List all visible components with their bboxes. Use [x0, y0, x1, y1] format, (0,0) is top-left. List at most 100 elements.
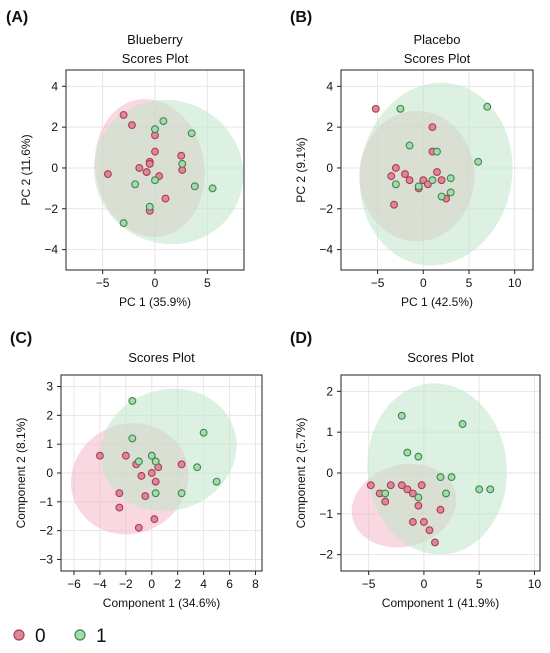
- series-1: [381, 411, 495, 502]
- series-0: [371, 104, 451, 209]
- chart-panel-2: (C) Scores Plot −6 −4 −2 0 2 4 6 8 −3 −2 −1 0 1 2 3 Compo…: [10, 330, 263, 610]
- chart-title: Scores Plot: [122, 51, 189, 66]
- data-point: [403, 448, 412, 457]
- data-point: [414, 452, 423, 461]
- data-point: [433, 147, 441, 156]
- y-tick-label: 0: [51, 161, 58, 175]
- data-point: [391, 164, 400, 172]
- data-point: [386, 481, 395, 490]
- x-tick-label: 10: [528, 577, 542, 591]
- data-point: [128, 396, 137, 405]
- data-point: [128, 121, 136, 130]
- series-0: [366, 481, 445, 547]
- data-point: [121, 451, 130, 460]
- y-tick-label: 0: [326, 161, 333, 175]
- x-tick-label: 5: [466, 276, 473, 290]
- data-point: [212, 477, 221, 486]
- legend-marker: [13, 629, 25, 641]
- x-tick-label: 0: [148, 577, 155, 591]
- y-tick-label: −3: [39, 552, 53, 566]
- y-axis-label: PC 2 (9.1%): [294, 137, 308, 202]
- data-point: [486, 485, 495, 494]
- y-tick-label: −1: [319, 507, 333, 521]
- data-point: [446, 188, 455, 197]
- data-point: [397, 481, 406, 490]
- data-point: [381, 489, 390, 498]
- data-point: [134, 457, 143, 466]
- data-point: [161, 194, 170, 203]
- chart-title: Scores Plot: [404, 51, 471, 66]
- data-point: [414, 501, 423, 510]
- data-point: [178, 159, 187, 168]
- data-point: [177, 460, 186, 469]
- data-point: [381, 497, 390, 506]
- data-point: [447, 473, 456, 482]
- data-point: [159, 117, 168, 125]
- data-point: [371, 104, 380, 113]
- panel-label: (B): [290, 9, 312, 26]
- x-axis-label: Component 1 (34.6%): [103, 596, 220, 610]
- legend-item-1: 1: [74, 626, 107, 647]
- series-1: [391, 102, 492, 201]
- data-point: [103, 170, 112, 179]
- data-point: [475, 485, 484, 494]
- x-tick-label: 5: [204, 276, 211, 290]
- y-tick-label: −2: [44, 202, 58, 216]
- x-axis-label: Component 1 (41.9%): [382, 596, 499, 610]
- data-point: [366, 481, 375, 490]
- y-tick-label: 4: [51, 79, 58, 93]
- data-point: [208, 184, 217, 193]
- data-point: [437, 176, 446, 185]
- x-tick-label: −5: [362, 577, 376, 591]
- data-point: [408, 518, 417, 526]
- x-axis-label: PC 1 (42.5%): [401, 295, 473, 309]
- data-point: [147, 469, 156, 477]
- data-point: [151, 125, 159, 134]
- chart-panel-0: (A) Blueberry Scores Plot −5 0 5 −4 −2 0 2 4 PC 1 (…: [6, 9, 245, 309]
- data-point: [391, 180, 400, 189]
- data-point: [390, 200, 398, 209]
- data-point: [119, 110, 128, 119]
- data-point: [425, 526, 434, 535]
- y-tick-label: 1: [326, 425, 333, 439]
- data-point: [433, 168, 441, 176]
- chart-panel-3: (D) Scores Plot −5 0 5 10 −2 −1 0 1 2 Component 1 (…: [290, 330, 541, 610]
- y-tick-label: −4: [44, 243, 58, 257]
- y-tick-label: 2: [51, 120, 58, 134]
- data-point: [145, 202, 154, 211]
- confidence-ellipses: [70, 388, 237, 535]
- data-point: [190, 182, 199, 191]
- data-point: [431, 538, 439, 547]
- y-tick-label: 2: [46, 408, 53, 422]
- data-point: [135, 164, 144, 172]
- data-point: [436, 505, 445, 514]
- x-tick-label: −5: [371, 276, 385, 290]
- data-point: [414, 182, 423, 191]
- y-tick-label: 0: [46, 466, 53, 480]
- data-point: [128, 434, 137, 443]
- data-point: [193, 463, 202, 472]
- x-tick-label: 5: [476, 577, 483, 591]
- x-tick-label: 4: [200, 577, 207, 591]
- y-tick-label: −2: [319, 548, 333, 562]
- data-point: [115, 489, 124, 498]
- data-point: [145, 159, 154, 168]
- data-point: [474, 157, 483, 166]
- data-point: [151, 477, 160, 486]
- y-tick-label: 0: [326, 466, 333, 480]
- data-point: [142, 168, 151, 176]
- y-tick-label: 4: [326, 79, 333, 93]
- x-tick-label: −2: [119, 577, 133, 591]
- data-point: [199, 428, 208, 437]
- legend-label: 1: [96, 626, 107, 647]
- x-tick-label: −6: [67, 577, 81, 591]
- x-tick-label: 6: [226, 577, 233, 591]
- x-tick-label: 0: [421, 577, 428, 591]
- data-point: [141, 492, 150, 501]
- data-point: [131, 180, 140, 189]
- y-tick-label: 1: [46, 437, 53, 451]
- chart-title: Placebo: [414, 32, 461, 47]
- data-point: [387, 172, 396, 181]
